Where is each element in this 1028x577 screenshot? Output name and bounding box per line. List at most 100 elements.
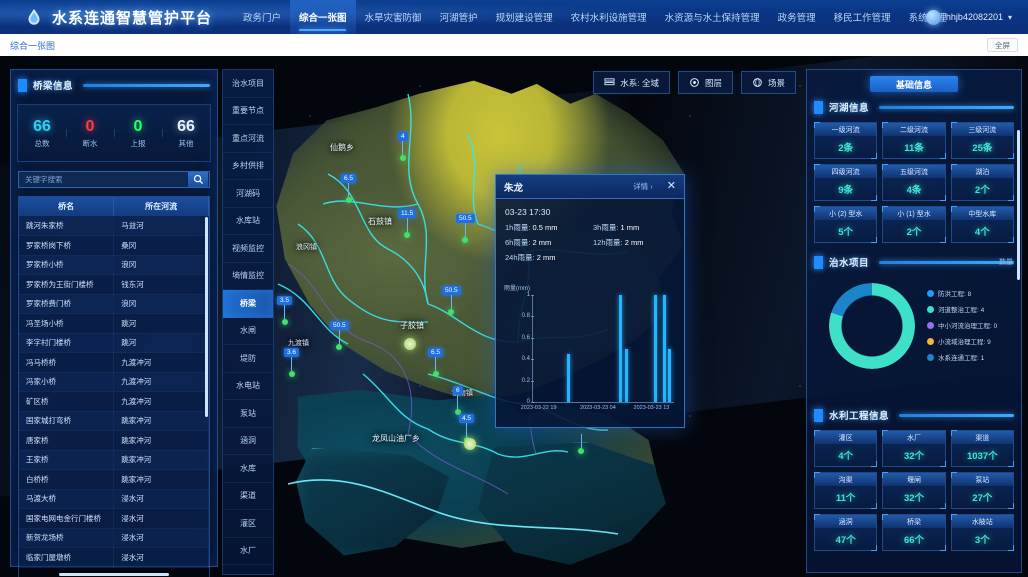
table-row[interactable]: 罗家桥费门桥 浪冈 <box>19 294 209 314</box>
map-marker-8[interactable]: 6.5 <box>428 348 444 377</box>
menu-item-6[interactable]: 视频监控 <box>223 235 273 263</box>
river-cell-0[interactable]: 一级河流 2条 <box>814 122 878 159</box>
right-panel-scrollbar[interactable] <box>1017 130 1020 280</box>
menu-item-14[interactable]: 水库 <box>223 455 273 483</box>
works-cell-0[interactable]: 灌区 4个 <box>814 430 878 467</box>
works-cell-5[interactable]: 泵站 27个 <box>950 472 1015 509</box>
table-row[interactable]: 罗家桥岗下桥 桑冈 <box>19 235 209 256</box>
table-row[interactable]: 罗家桥小桥 浪冈 <box>19 255 209 275</box>
map-marker-2[interactable]: 11.5 <box>398 209 417 238</box>
river-cell-2[interactable]: 三级河流 25条 <box>950 122 1015 159</box>
table-row[interactable]: 冯马桥桥 九渡冲河 <box>19 352 209 373</box>
map-marker-0[interactable]: 4 <box>398 132 408 161</box>
menu-item-18[interactable]: 渠系 <box>223 565 273 575</box>
table-row[interactable]: 白桥桥 跳家冲河 <box>19 469 209 490</box>
popup-detail-link[interactable]: 详情 › <box>633 182 653 191</box>
table-row[interactable]: 王家桥 跳家冲河 <box>19 450 209 470</box>
river-cell-8[interactable]: 中型水库 4个 <box>950 206 1015 243</box>
table-cell: 钱东河 <box>113 274 209 295</box>
menu-item-7[interactable]: 墒情监控 <box>223 263 273 290</box>
menu-item-15[interactable]: 渠道 <box>223 483 273 510</box>
menu-item-1[interactable]: 重要节点 <box>223 98 273 125</box>
table-row[interactable]: 李字村门楼桥 跳河 <box>19 333 209 353</box>
table-row[interactable]: 冯家小桥 九渡冲河 <box>19 372 209 392</box>
river-cell-6[interactable]: 小 (2) 型水 5个 <box>814 206 878 243</box>
map-marker-1[interactable]: 6.5 <box>341 174 357 203</box>
menu-item-5[interactable]: 水库站 <box>223 208 273 235</box>
river-cell-1[interactable]: 二级河流 11条 <box>882 122 946 159</box>
map-tool-0[interactable]: 水系: 全域 <box>593 71 670 94</box>
menu-item-4[interactable]: 河湖码 <box>223 180 273 208</box>
works-cell-7[interactable]: 桥梁 66个 <box>882 514 946 551</box>
table-row[interactable]: 国家电网电金行门楼桥 浸水河 <box>19 508 209 529</box>
bridge-table-wrap[interactable]: 桥名 所在河流 跳河朱家桥 马益河 罗家桥岗下桥 桑冈 罗家桥小桥 浪冈 罗家桥为王街门楼桥钱… <box>18 196 210 577</box>
menu-item-2[interactable]: 重点河流 <box>223 125 273 153</box>
map-tool-1[interactable]: 图层 <box>677 71 733 94</box>
tab-basic-info[interactable]: 基础信息 <box>870 76 958 92</box>
river-cell-4[interactable]: 五级河流 4条 <box>882 164 946 201</box>
nav-item-0[interactable]: 政务门户 <box>243 13 282 24</box>
menu-item-9[interactable]: 水闸 <box>223 318 273 345</box>
nav-item-5[interactable]: 农村水利设施管理 <box>570 13 647 24</box>
works-cell-4[interactable]: 堰闸 32个 <box>882 472 946 509</box>
nav-item-2[interactable]: 水旱灾害防御 <box>364 13 422 24</box>
table-row[interactable]: 新贺龙场桥 浸水河 <box>19 528 209 548</box>
menu-item-16[interactable]: 灌区 <box>223 510 273 538</box>
river-cell-5[interactable]: 湖泊 2个 <box>950 164 1015 201</box>
river-cell-7[interactable]: 小 (1) 型水 2个 <box>882 206 946 243</box>
map-marker-13[interactable] <box>578 434 584 454</box>
table-row[interactable]: 罗家桥为王街门楼桥 钱东河 <box>19 274 209 295</box>
map-marker-dam-11[interactable] <box>404 338 416 350</box>
map-tool-2[interactable]: 场景 <box>740 71 796 94</box>
menu-item-10[interactable]: 堤防 <box>223 345 273 373</box>
map-stage[interactable]: 桥梁信息 66 总数 0 断水 0 上报 66 其他 <box>0 56 1028 577</box>
nav-item-4[interactable]: 规划建设管理 <box>495 13 553 24</box>
works-cell-1[interactable]: 水厂 32个 <box>882 430 946 467</box>
map-marker-dam-12[interactable] <box>464 438 476 450</box>
table-row[interactable]: 唐家桥 跳家冲河 <box>19 430 209 451</box>
search-icon[interactable] <box>188 172 208 187</box>
table-row[interactable]: 马渡大桥 浸水河 <box>19 489 209 509</box>
marker-dot-icon <box>432 371 439 377</box>
user-menu[interactable]: hhjb42082201 ▾ <box>925 0 1012 34</box>
map-marker-6[interactable]: 50.5 <box>330 321 349 350</box>
river-cell-3[interactable]: 四级河流 9条 <box>814 164 878 201</box>
nav-item-8[interactable]: 移民工作管理 <box>833 13 891 24</box>
menu-item-0[interactable]: 治水项目 <box>223 70 273 98</box>
table-row[interactable]: 矿区桥 九渡冲河 <box>19 391 209 412</box>
vertical-scrollbar[interactable] <box>205 217 208 417</box>
close-icon[interactable]: ✕ <box>666 180 676 192</box>
layer-menu-column[interactable]: 治水项目 重要节点 重点河流 乡村供排 河湖码 水库站 视频监控 墒情监控 桥梁 水闸 堤防 水电站泵… <box>222 69 274 575</box>
works-cell-8[interactable]: 水陂站 3个 <box>950 514 1015 551</box>
map-marker-3[interactable]: 50.5 <box>456 214 475 243</box>
table-row[interactable]: 国家城打弯桥 跳家冲河 <box>19 411 209 431</box>
map-marker-4[interactable]: 50.5 <box>442 286 461 315</box>
works-cell-3[interactable]: 沟渠 11个 <box>814 472 878 509</box>
map-marker-5[interactable]: 3.5 <box>277 296 293 325</box>
table-row[interactable]: 冯圣场小桥 跳河 <box>19 313 209 334</box>
menu-item-11[interactable]: 水电站 <box>223 373 273 400</box>
map-marker-7[interactable]: 3.6 <box>284 348 300 377</box>
nav-item-7[interactable]: 政务管理 <box>777 13 816 24</box>
table-row[interactable]: 临家门屋墩桥 浸水河 <box>19 547 209 568</box>
nav-item-6[interactable]: 水资源与水土保持管理 <box>664 13 760 24</box>
nav-item-1[interactable]: 综合一张图 <box>290 0 356 34</box>
bridge-search[interactable] <box>18 171 210 188</box>
menu-item-8[interactable]: 桥梁 <box>223 290 273 318</box>
fullscreen-button[interactable]: 全屏 <box>987 38 1018 52</box>
legend-label: 中小河流治理工程: 0 <box>938 323 998 330</box>
search-input[interactable] <box>19 175 188 184</box>
map-marker-9[interactable]: 6 <box>453 386 463 415</box>
menu-item-12[interactable]: 泵站 <box>223 400 273 428</box>
nav-item-3[interactable]: 河湖管护 <box>439 13 478 24</box>
works-cell-6[interactable]: 涵洞 47个 <box>814 514 878 551</box>
table-row[interactable]: 跳河朱家桥 马益河 <box>19 216 209 236</box>
menu-item-13[interactable]: 涵洞 <box>223 428 273 455</box>
horizontal-scrollbar[interactable] <box>59 573 169 576</box>
breadcrumb[interactable]: 综合一张图 <box>10 40 56 51</box>
cell-title: 一级河流 <box>815 123 877 136</box>
menu-item-17[interactable]: 水厂 <box>223 538 273 565</box>
works-cell-2[interactable]: 渠道 1037个 <box>950 430 1015 467</box>
station-popup[interactable]: 朱龙 详情 › ✕ 03-23 17:30 1h雨量: 0.5 mm 3h雨量: … <box>495 174 685 428</box>
menu-item-3[interactable]: 乡村供排 <box>223 153 273 180</box>
